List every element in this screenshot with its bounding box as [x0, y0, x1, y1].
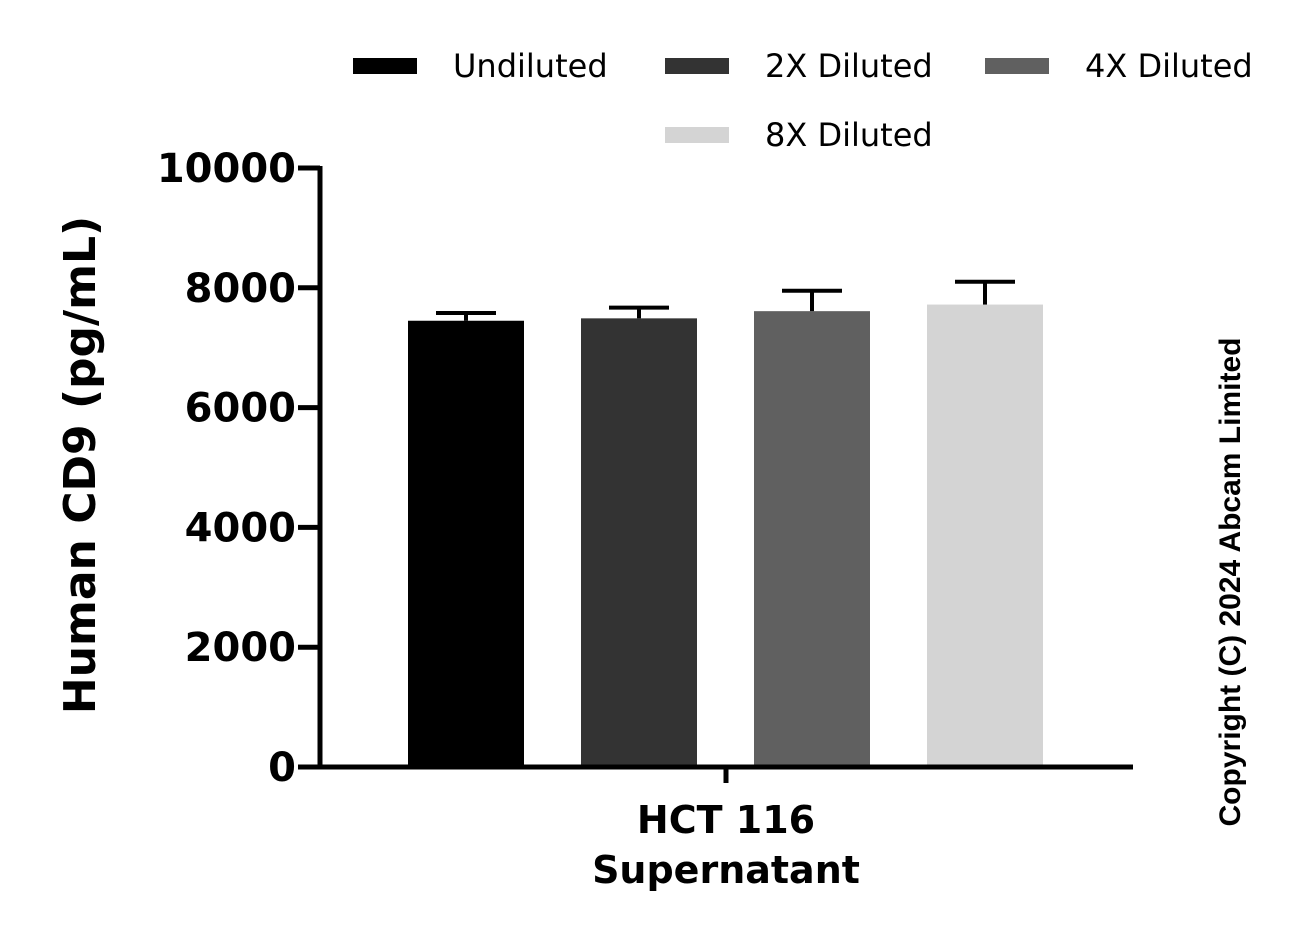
bars: [408, 279, 1043, 767]
legend-swatch: [985, 58, 1049, 74]
legend-swatch: [665, 127, 729, 143]
x-axis: HCT 116 Supernatant: [318, 764, 1133, 892]
bar-undiluted: [408, 320, 524, 767]
y-tick-label: 2000: [185, 625, 296, 671]
legend-swatch: [353, 58, 417, 74]
y-axis-title: Human CD9 (pg/mL): [55, 216, 106, 714]
y-tick-label: 6000: [185, 386, 296, 432]
x-category-label: Supernatant: [592, 848, 860, 892]
bar-2x-diluted: [581, 318, 697, 767]
copyright-notice: Copyright (C) 2024 Abcam Limited: [1214, 338, 1247, 827]
x-category-label: HCT 116: [637, 798, 815, 842]
bar-8x-diluted: [927, 304, 1043, 767]
y-axis: 0 2000 4000 6000 8000 10000: [157, 146, 323, 791]
legend-swatch: [665, 58, 729, 74]
y-tick-label: 8000: [185, 266, 296, 312]
y-tick-label: 0: [268, 745, 296, 791]
legend-label: 4X Diluted: [1085, 47, 1253, 85]
y-tick-label: 10000: [157, 146, 296, 192]
legend-label: Undiluted: [453, 47, 608, 85]
legend: Undiluted 2X Diluted 4X Diluted 8X Diluted: [353, 47, 1253, 154]
y-tick-label: 4000: [185, 505, 296, 551]
legend-label: 8X Diluted: [765, 116, 933, 154]
legend-label: 2X Diluted: [765, 47, 933, 85]
bar-4x-diluted: [754, 311, 870, 767]
